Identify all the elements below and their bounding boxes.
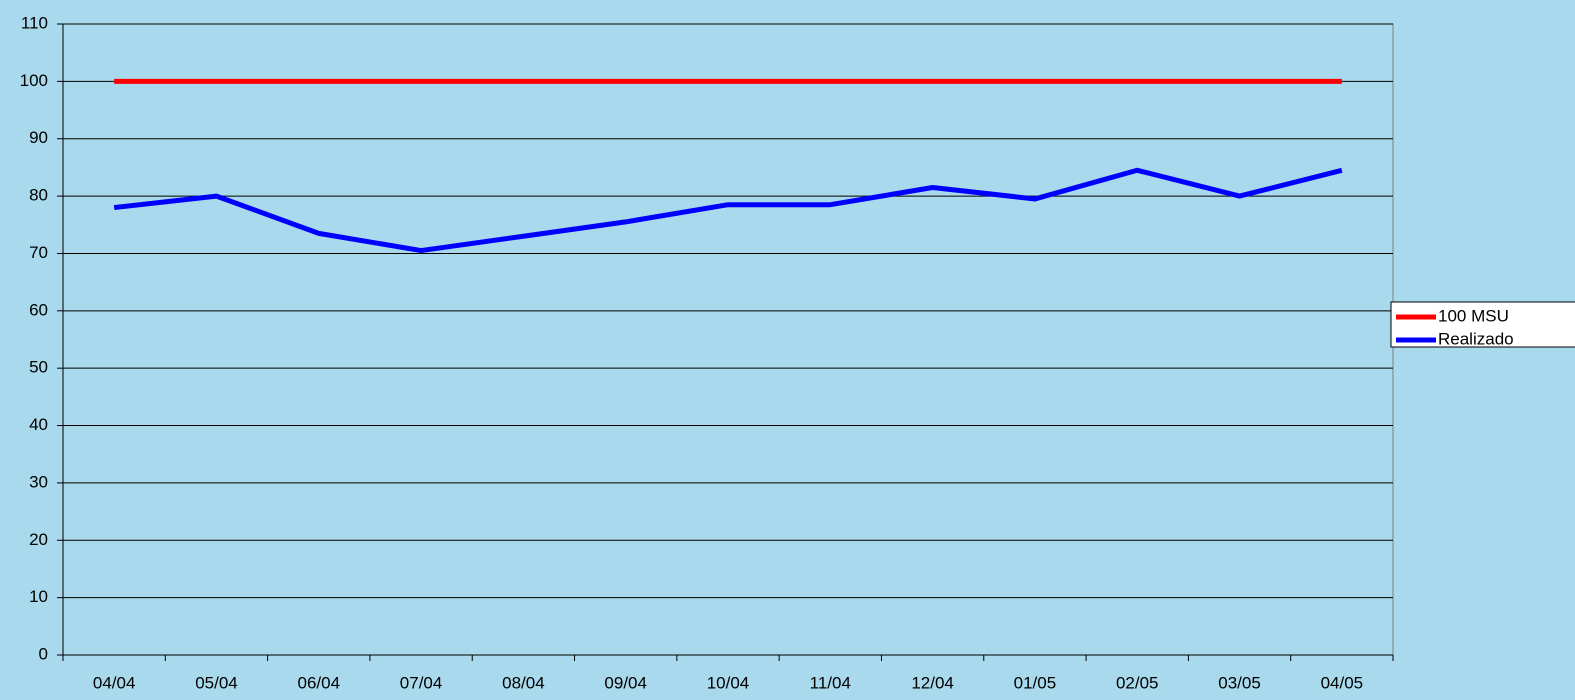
x-tick-label: 02/05 [1116, 673, 1159, 692]
x-tick-label: 06/04 [297, 673, 340, 692]
y-tick-label: 30 [29, 472, 48, 491]
y-tick-label: 0 [39, 644, 48, 663]
y-tick-label: 40 [29, 415, 48, 434]
y-tick-label: 20 [29, 530, 48, 549]
y-tick-label: 70 [29, 243, 48, 262]
y-tick-label: 60 [29, 300, 48, 319]
x-tick-label: 04/05 [1321, 673, 1364, 692]
y-tick-label: 100 [20, 71, 48, 90]
x-tick-label: 10/04 [707, 673, 750, 692]
legend-box [1390, 301, 1575, 348]
x-tick-label: 01/05 [1014, 673, 1057, 692]
y-tick-label: 50 [29, 358, 48, 377]
x-tick-label: 04/04 [93, 673, 136, 692]
legend-label: Realizado [1438, 329, 1514, 348]
x-tick-label: 11/04 [810, 673, 851, 692]
x-tick-label: 05/04 [195, 673, 238, 692]
y-tick-label: 10 [29, 587, 48, 606]
x-tick-label: 03/05 [1218, 673, 1261, 692]
x-tick-label: 09/04 [604, 673, 647, 692]
x-tick-label: 07/04 [400, 673, 443, 692]
y-tick-label: 80 [29, 186, 48, 205]
x-tick-label: 12/04 [911, 673, 954, 692]
legend-label: 100 MSU [1438, 306, 1509, 325]
x-tick-label: 08/04 [502, 673, 545, 692]
series-line [113, 167, 1343, 254]
y-tick-label: 110 [21, 13, 48, 32]
y-tick-label: 90 [29, 128, 48, 147]
